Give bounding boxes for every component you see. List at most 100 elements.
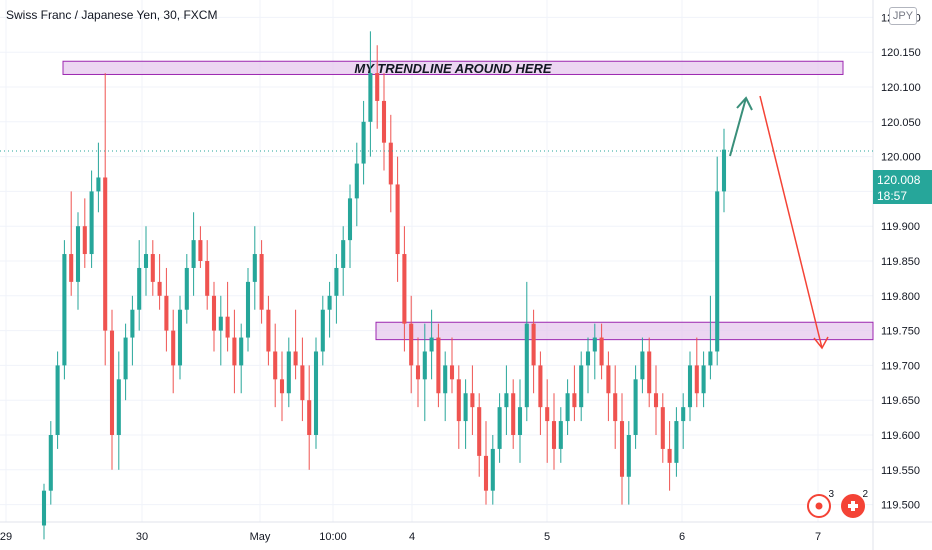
price-zone: [375, 321, 874, 341]
candle: [701, 351, 706, 408]
y-tick-label: 119.550: [881, 465, 920, 477]
candle-body: [429, 337, 434, 352]
candle-body: [307, 400, 312, 435]
candle: [538, 351, 543, 435]
symbol-title[interactable]: Swiss Franc / Japanese Yen, 30, FXCM: [6, 8, 218, 22]
candle-body: [395, 184, 400, 255]
candle: [48, 421, 53, 505]
candle-body: [619, 421, 625, 477]
candle: [191, 212, 196, 296]
bar-countdown: 18:57: [877, 189, 908, 203]
candle-body: [551, 421, 557, 449]
candle: [667, 421, 672, 491]
candle: [198, 226, 203, 268]
candle: [259, 240, 264, 324]
candle: [579, 351, 584, 422]
candle: [341, 226, 346, 296]
candle: [320, 295, 325, 366]
candle: [96, 142, 101, 213]
candle: [633, 365, 638, 449]
candle: [143, 226, 149, 296]
candle-body: [721, 149, 727, 192]
candle: [660, 393, 665, 463]
candle: [674, 407, 679, 477]
candle: [681, 393, 686, 449]
projection-down-arrowhead: [813, 336, 829, 350]
candle-body: [415, 365, 421, 380]
currency-badge[interactable]: JPY: [889, 7, 917, 25]
x-tick-label: 5: [544, 531, 550, 543]
candle-body: [388, 142, 393, 185]
candle: [708, 295, 713, 380]
dividend-event-icon[interactable]: 3: [806, 489, 834, 519]
candle: [449, 337, 455, 394]
candle-body: [218, 316, 223, 331]
candle: [606, 351, 611, 422]
candle: [640, 337, 645, 394]
candle-body: [449, 365, 455, 380]
candle: [273, 323, 278, 408]
candle-body: [558, 421, 563, 449]
y-tick-label: 119.600: [881, 430, 920, 442]
candle: [483, 421, 489, 505]
candle-body: [109, 330, 115, 435]
candle-body: [626, 435, 631, 477]
candle-body: [409, 323, 414, 366]
candle-body: [347, 198, 353, 241]
candle-body: [402, 254, 407, 324]
candle-body: [198, 240, 203, 261]
candle-body: [69, 254, 74, 282]
candle-body: [647, 351, 652, 394]
candle-body: [266, 309, 271, 352]
candle: [123, 323, 128, 401]
candle-body: [613, 393, 618, 422]
candle-body: [436, 337, 441, 394]
candle-body: [545, 407, 550, 422]
y-tick-label: 119.500: [881, 500, 920, 512]
candle-body: [497, 407, 502, 449]
candle: [109, 309, 115, 470]
candle-body: [150, 254, 155, 282]
candle-body: [681, 407, 686, 422]
candle: [55, 351, 60, 449]
candle-body: [41, 490, 47, 526]
candle: [395, 156, 400, 282]
y-tick-label: 120.100: [881, 82, 921, 94]
candle-body: [674, 421, 679, 463]
candle-body: [313, 351, 319, 435]
candle-body: [511, 393, 516, 435]
candle-body: [55, 365, 60, 435]
candle-body: [524, 323, 529, 408]
candle-body: [157, 281, 162, 296]
candle-body: [667, 448, 672, 463]
x-tick-label: 7: [815, 531, 821, 543]
candle: [239, 323, 244, 394]
candle-body: [341, 240, 346, 268]
candle: [572, 365, 577, 422]
earnings-badge-count: 2: [862, 489, 868, 500]
candle-body: [320, 309, 325, 352]
candle-body: [660, 407, 665, 449]
candle-body: [89, 191, 94, 255]
candle-body: [375, 73, 380, 101]
candle: [477, 393, 482, 477]
candle-body: [531, 323, 536, 366]
x-tick-label: 4: [409, 531, 415, 543]
candle-body: [116, 379, 121, 435]
projection-up-arrowhead: [736, 96, 753, 111]
earnings-event-icon[interactable]: 2: [840, 489, 868, 519]
candle: [429, 309, 434, 380]
candle-body: [75, 226, 81, 282]
y-tick-label: 119.900: [881, 221, 920, 233]
candle-body: [239, 337, 244, 366]
x-tick-label: 30: [136, 531, 148, 543]
candle: [375, 45, 380, 129]
candle-body: [123, 337, 128, 380]
projection-up-arrow: [729, 97, 747, 157]
y-tick-label: 120.000: [881, 152, 921, 164]
candle-body: [232, 337, 237, 366]
candle: [177, 295, 183, 380]
candle: [388, 114, 393, 213]
candle: [694, 337, 699, 408]
